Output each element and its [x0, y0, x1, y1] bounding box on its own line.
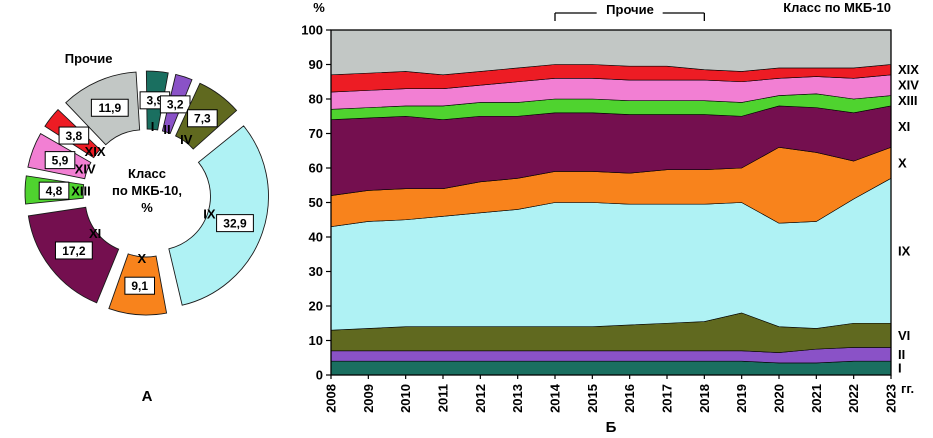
- x-tick-label: 2012: [473, 384, 488, 413]
- pie-center-label: Класс по МКБ-10, %: [112, 166, 182, 215]
- top-right-label: Класс по МКБ-10: [783, 0, 891, 15]
- x-tick-label: 2011: [436, 384, 451, 412]
- area-chart: 0 10 20 30 40 50 60 70 80 90 100 2008 2009 2010 2011 20…: [301, 12, 919, 413]
- pie-class-label-XIV: XIV: [75, 162, 96, 177]
- pie-value-box: [38, 181, 70, 200]
- pie-class-label-II: II: [163, 122, 170, 137]
- y-tick-label: 60: [309, 161, 323, 176]
- y-tick-label: 50: [309, 195, 323, 210]
- x-tick-label: 2019: [734, 384, 749, 413]
- y-axis-unit-label: %: [313, 0, 325, 15]
- pie-value-label: 17,2: [62, 244, 86, 258]
- x-tick-label: 2016: [622, 384, 637, 413]
- pie-value-box: [187, 109, 218, 128]
- pie-class-label-X: X: [137, 251, 146, 266]
- x-tick-label: 2021: [809, 384, 824, 413]
- pie-class-label-I: I: [151, 119, 155, 134]
- pie-value-label: 4,8: [46, 184, 63, 198]
- x-tick-label: 2023: [884, 384, 899, 413]
- pie-value-box: [58, 126, 90, 145]
- pie-value-box: [54, 241, 93, 260]
- y-tick-label: 80: [309, 92, 323, 107]
- x-tick-label: 2014: [548, 383, 563, 413]
- x-tick-label: 2017: [660, 384, 675, 413]
- area-band-I: [330, 360, 892, 376]
- pie-value-box: [90, 98, 129, 117]
- right-label-XI: XI: [898, 119, 910, 134]
- y-tick-label: 40: [309, 230, 323, 245]
- pie-value-label: 11,9: [98, 101, 121, 115]
- x-axis-unit-label: гг.: [901, 381, 915, 396]
- y-tick-label: 90: [309, 57, 323, 72]
- pie-class-label-IV: IV: [180, 132, 193, 147]
- pie-value-label: 32,9: [223, 216, 247, 230]
- panel-b-area-chart: 0 10 20 30 40 50 60 70 80 90 100 2008 2009 2010 2011 20…: [295, 0, 933, 438]
- right-label-II: II: [898, 347, 905, 362]
- panel-b-caption: Б: [605, 419, 617, 436]
- y-tick-label: 100: [301, 23, 323, 38]
- x-tick-label: 2010: [398, 384, 413, 413]
- right-label-XIX: XIX: [898, 62, 919, 77]
- x-tick-label: 2013: [510, 384, 525, 413]
- right-label-XIV: XIV: [898, 78, 919, 93]
- x-tick-label: 2020: [772, 384, 787, 413]
- y-tick-label: 30: [309, 264, 323, 279]
- right-label-IX: IX: [898, 243, 911, 258]
- y-tick-label: 70: [309, 126, 323, 141]
- right-label-I: I: [898, 361, 902, 376]
- y-tick-label: 10: [309, 333, 323, 348]
- pie-value-label: 7,3: [194, 112, 211, 126]
- right-label-VI: VI: [898, 328, 910, 343]
- right-label-XIII: XIII: [898, 93, 918, 108]
- pie-value-box: [44, 151, 76, 170]
- y-tick-label: 0: [316, 368, 323, 383]
- pie-value-label: 3,8: [66, 129, 83, 143]
- pie-value-label: 9,1: [131, 279, 148, 293]
- pie-value-label: 3,2: [167, 98, 184, 112]
- pie-chart: 11,9Прочие3,9I3,2II7,3IV32,9IX9,1X17,2XI…: [24, 51, 269, 316]
- x-tick-label: 2009: [361, 384, 376, 413]
- panel-a-pie-chart: 11,9 Прочие 3,9 I 3,2 II 7,3 IV 32,9 IX 9,1 X 17,2 XI…: [0, 0, 295, 438]
- pie-value-label: 3,9: [147, 94, 164, 108]
- bracket-label: Прочие: [606, 2, 654, 17]
- x-tick-label: 2008: [324, 384, 339, 413]
- panel-a-caption: А: [141, 388, 153, 405]
- pie-value-label: 5,9: [52, 153, 69, 167]
- x-tick-label: 2022: [846, 384, 861, 413]
- right-label-X: X: [898, 155, 907, 170]
- x-tick-label: 2015: [585, 384, 600, 413]
- pie-value-box: [216, 214, 254, 233]
- pie-class-label-XI: XI: [89, 226, 101, 241]
- pie-class-label-XIII: XIII: [71, 183, 91, 198]
- pie-class-label-Прочие: Прочие: [65, 51, 113, 66]
- pie-value-box: [124, 276, 156, 295]
- pie-class-label-IX: IX: [203, 206, 216, 221]
- y-tick-label: 20: [309, 299, 323, 314]
- x-tick-label: 2018: [697, 384, 712, 413]
- pie-class-label-XIX: XIX: [85, 144, 106, 159]
